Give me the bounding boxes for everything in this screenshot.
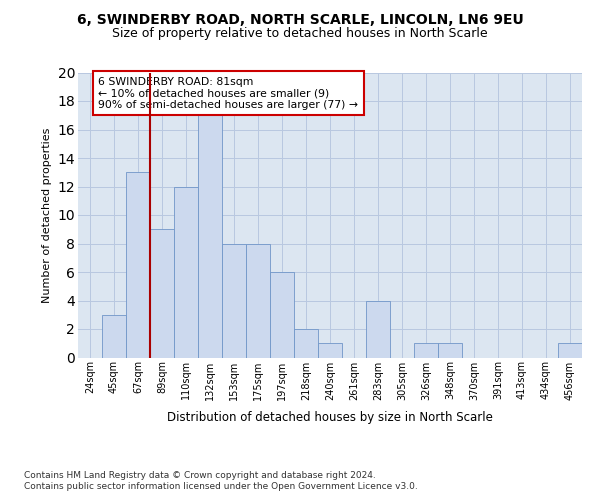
Bar	[414, 344, 438, 357]
Bar	[150, 229, 174, 358]
Bar	[198, 116, 222, 358]
Bar	[222, 244, 246, 358]
Text: 6 SWINDERBY ROAD: 81sqm
← 10% of detached houses are smaller (9)
90% of semi-det: 6 SWINDERBY ROAD: 81sqm ← 10% of detache…	[98, 77, 358, 110]
Bar	[366, 300, 390, 358]
Bar	[294, 329, 318, 358]
Bar	[174, 186, 198, 358]
Text: 6, SWINDERBY ROAD, NORTH SCARLE, LINCOLN, LN6 9EU: 6, SWINDERBY ROAD, NORTH SCARLE, LINCOLN…	[77, 12, 523, 26]
Bar	[558, 344, 582, 357]
Text: Contains HM Land Registry data © Crown copyright and database right 2024.: Contains HM Land Registry data © Crown c…	[24, 471, 376, 480]
Y-axis label: Number of detached properties: Number of detached properties	[42, 128, 52, 302]
Bar	[126, 172, 150, 358]
Bar	[270, 272, 294, 358]
Text: Size of property relative to detached houses in North Scarle: Size of property relative to detached ho…	[112, 28, 488, 40]
Text: Contains public sector information licensed under the Open Government Licence v3: Contains public sector information licen…	[24, 482, 418, 491]
X-axis label: Distribution of detached houses by size in North Scarle: Distribution of detached houses by size …	[167, 411, 493, 424]
Bar	[318, 344, 342, 357]
Bar	[246, 244, 270, 358]
Bar	[438, 344, 462, 357]
Bar	[102, 315, 126, 358]
